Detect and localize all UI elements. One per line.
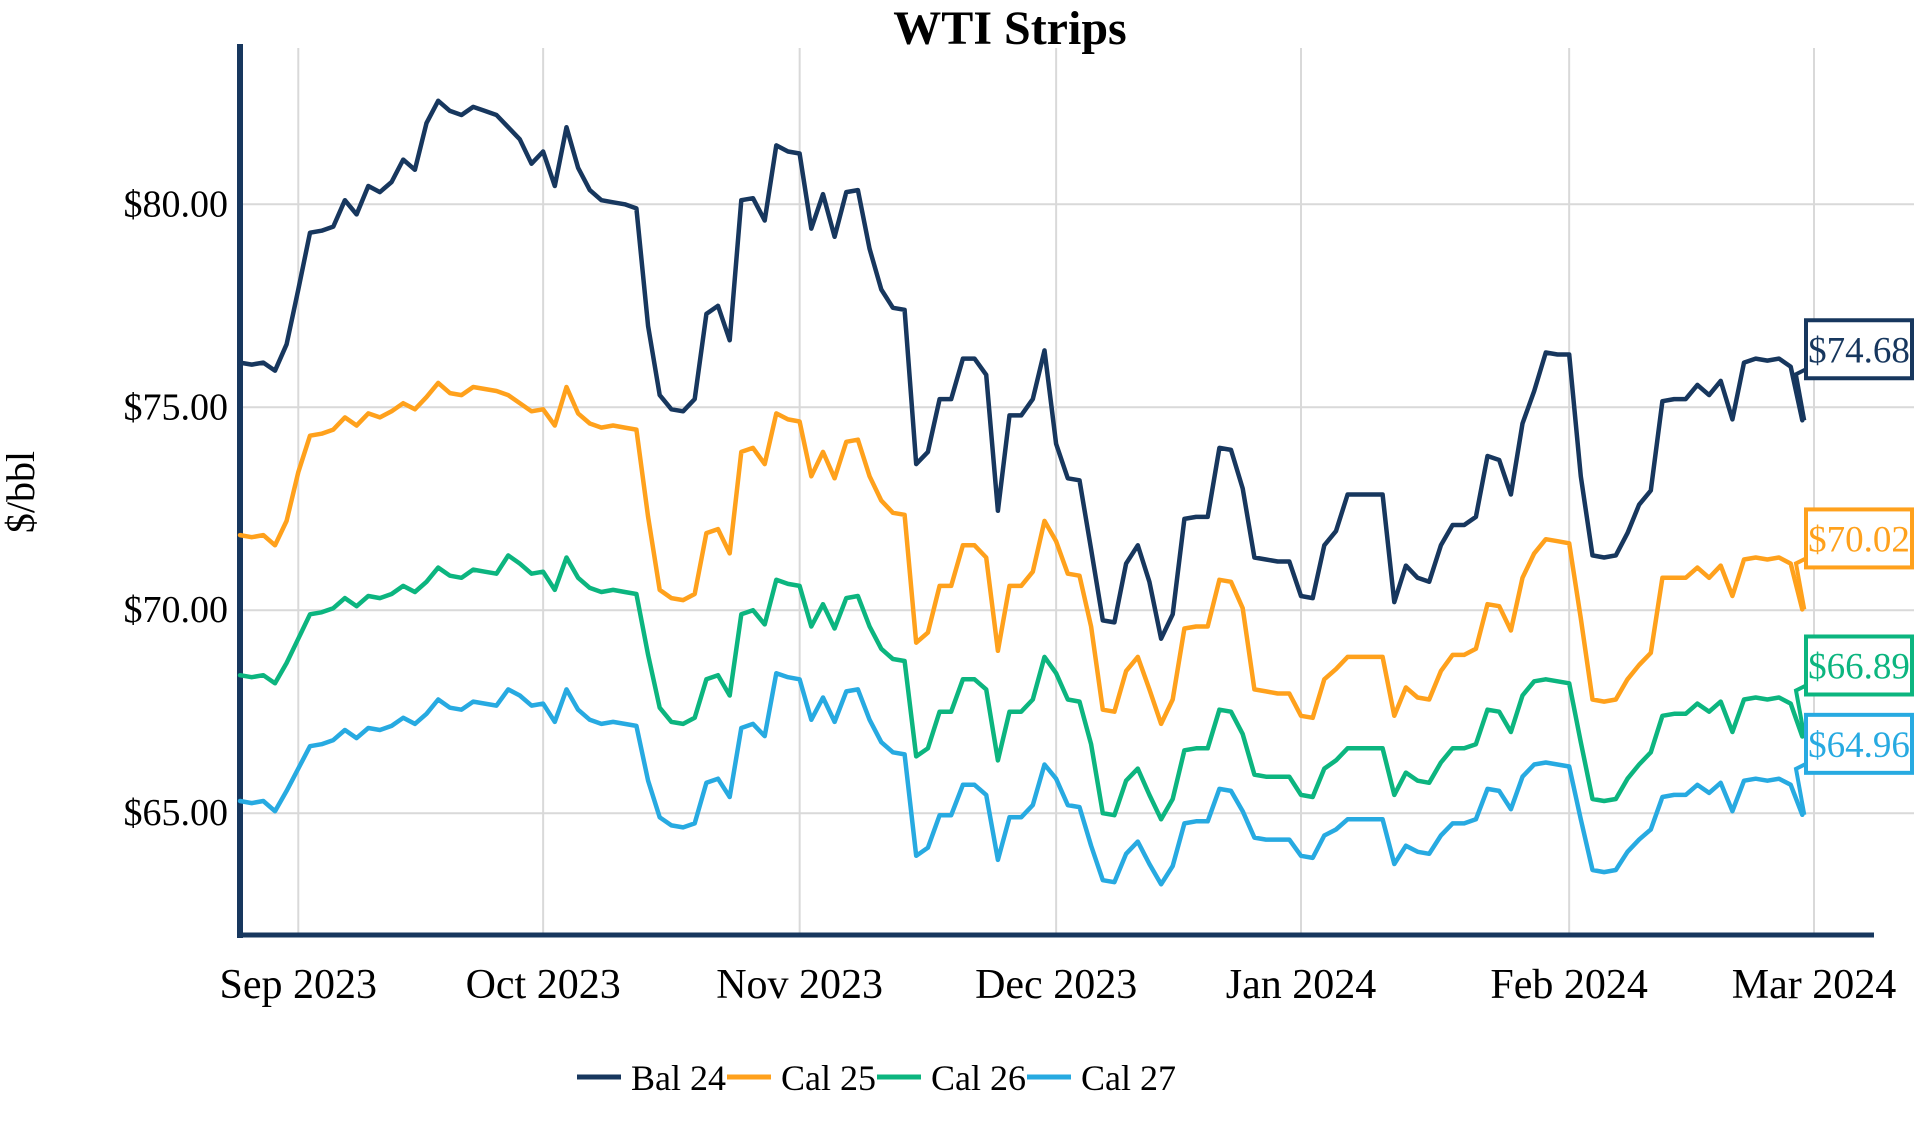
y-axis-tick-labels: $80.00 $75.00 $70.00 $65.00 — [124, 183, 229, 834]
series-line-cal-25 — [237, 380, 1805, 727]
x-tick-label-feb-2024: Feb 2024 — [1490, 962, 1648, 1008]
legend-label-bal-24: Bal 24 — [631, 1058, 726, 1098]
gridlines — [240, 48, 1914, 935]
callout-box-3 — [1804, 712, 1914, 775]
x-tick-label-nov-2023: Nov 2023 — [716, 962, 883, 1008]
y-axis-title: $/bbl — [0, 451, 43, 533]
end-value-callouts: $74.68 $70.02 $66.89 $64.96 — [1793, 318, 1914, 816]
series-line-cal-26 — [237, 553, 1805, 822]
callout-value-2: $66.89 — [1808, 646, 1910, 687]
x-tick-label-sep-2023: Sep 2023 — [220, 962, 378, 1008]
series-lines — [237, 98, 1805, 887]
legend-label-cal-27: Cal 27 — [1081, 1058, 1176, 1098]
callout-box-1 — [1804, 507, 1914, 570]
callout-box-2 — [1804, 634, 1914, 697]
callout-value-0: $74.68 — [1808, 330, 1910, 371]
callout-box-0 — [1804, 318, 1914, 381]
x-axis-tick-labels: Sep 2023 Oct 2023 Nov 2023 Dec 2023 Jan 2024… — [220, 962, 1897, 1008]
y-tick-label-75: $75.00 — [124, 386, 229, 428]
legend-label-cal-25: Cal 25 — [781, 1058, 876, 1098]
x-tick-label-oct-2023: Oct 2023 — [466, 962, 621, 1008]
series-line-cal-27 — [237, 670, 1805, 887]
y-tick-label-65: $65.00 — [124, 792, 229, 834]
callout-value-1: $70.02 — [1808, 519, 1910, 560]
x-tick-label-mar-2024: Mar 2024 — [1732, 962, 1896, 1008]
x-tick-label-jan-2024: Jan 2024 — [1226, 962, 1377, 1008]
legend: Bal 24 Cal 25 Cal 26 Cal 27 — [577, 1058, 1176, 1098]
series-line-bal-24 — [237, 98, 1805, 641]
legend-label-cal-26: Cal 26 — [931, 1058, 1026, 1098]
x-tick-label-dec-2023: Dec 2023 — [975, 962, 1137, 1008]
y-tick-label-80: $80.00 — [124, 183, 229, 225]
chart-title: WTI Strips — [893, 2, 1126, 55]
callout-value-3: $64.96 — [1808, 725, 1910, 766]
y-tick-label-70: $70.00 — [124, 589, 229, 631]
